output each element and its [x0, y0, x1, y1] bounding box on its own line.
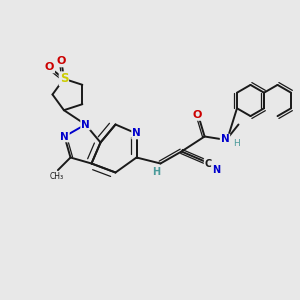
Text: N: N: [132, 128, 141, 139]
Text: C: C: [205, 159, 212, 169]
Text: O: O: [57, 56, 66, 66]
Text: CH₃: CH₃: [49, 172, 64, 181]
Text: O: O: [192, 110, 202, 120]
Text: N: N: [81, 119, 90, 130]
Text: N: N: [60, 131, 69, 142]
Text: H: H: [152, 167, 160, 177]
Text: N: N: [212, 165, 220, 176]
Text: N: N: [220, 134, 230, 145]
Text: H: H: [233, 139, 239, 148]
Text: O: O: [45, 62, 54, 72]
Text: S: S: [60, 72, 68, 85]
